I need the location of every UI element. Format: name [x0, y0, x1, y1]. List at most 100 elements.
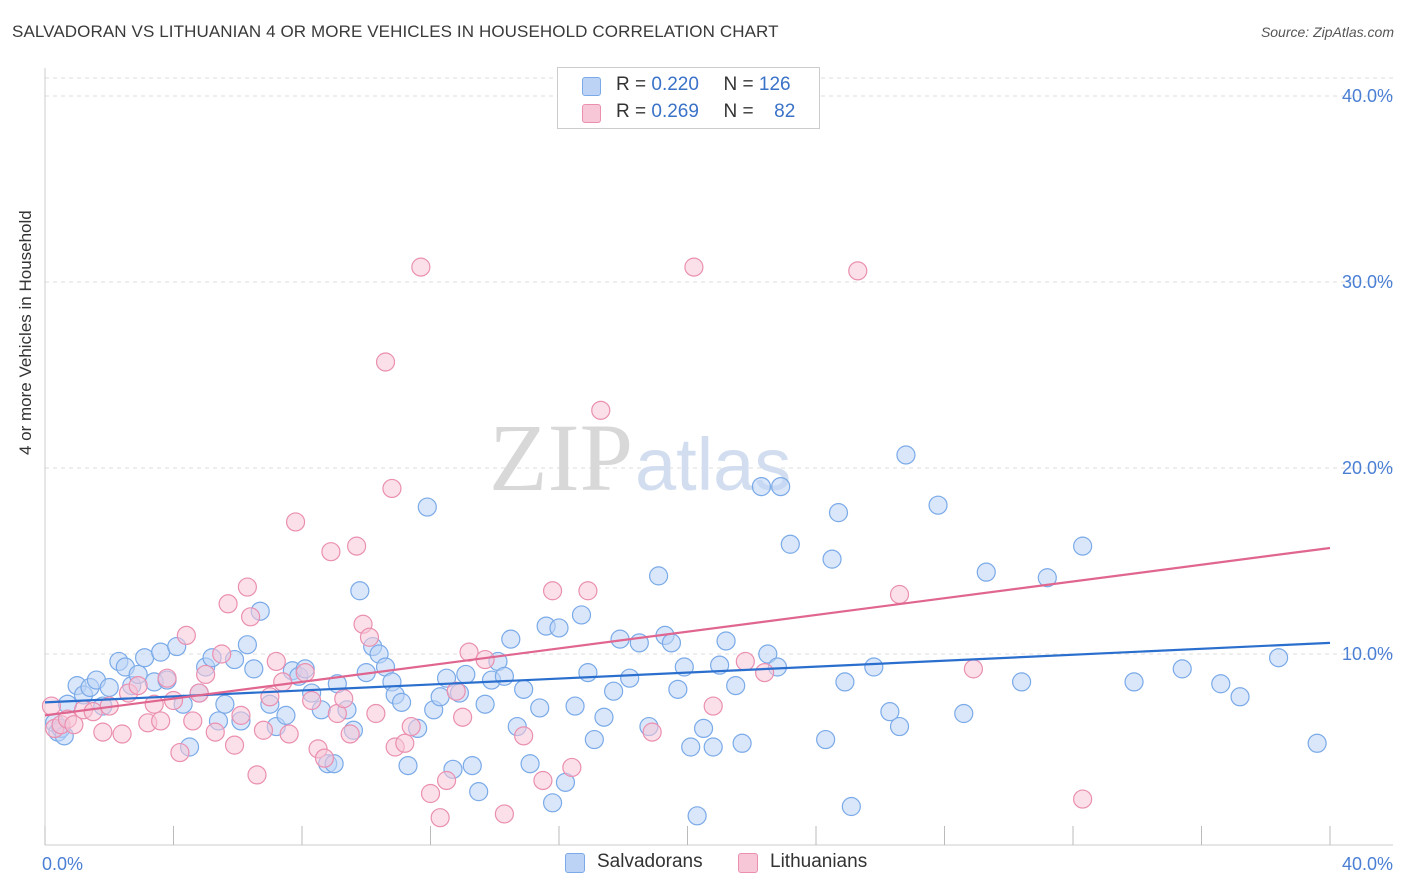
salvadoran-point: [151, 642, 171, 662]
tick-labels: 10.0% 20.0% 30.0% 40.0% 0.0% 40.0%: [42, 86, 1393, 874]
x-tick-label: 40.0%: [1342, 854, 1393, 874]
salvadoran-point: [693, 718, 714, 739]
salvadoran-point: [350, 581, 370, 601]
lithuanian-trend-line: [44, 546, 1331, 717]
salvadoran-point: [864, 657, 884, 677]
lithuanian-point: [420, 783, 441, 804]
salvadoran-point: [620, 668, 640, 688]
salvadoran-point: [494, 666, 514, 686]
salvadoran-point: [134, 648, 155, 668]
lithuanians-points: [41, 257, 1093, 828]
salvadoran-point: [99, 677, 119, 698]
salvadoran-point: [1011, 672, 1032, 692]
salvadoran-point: [896, 445, 916, 465]
lithuanian-point: [334, 689, 354, 709]
salvadoran-point: [1124, 672, 1144, 692]
lithuanian-point: [340, 724, 360, 744]
lithuanian-point: [1073, 789, 1093, 809]
salvadoran-point: [822, 549, 842, 569]
y-tick-label: 30.0%: [1342, 272, 1393, 292]
salvadoran-point: [758, 644, 778, 664]
lithuanian-point: [196, 664, 216, 685]
grid-lines: [45, 77, 1393, 655]
salvadoran-point: [584, 729, 604, 750]
salvadoran-point: [1073, 536, 1093, 556]
lithuanian-point: [542, 581, 563, 601]
lithuanian-point: [266, 651, 286, 672]
watermark: ZIP atlas: [489, 404, 791, 511]
lithuanian-point: [735, 651, 755, 672]
lithuanian-point: [375, 352, 396, 372]
salvadoran-point: [549, 618, 569, 638]
lithuanian-point: [453, 707, 473, 727]
salvadoran-point: [841, 796, 861, 817]
salvadoran-point: [732, 733, 752, 753]
salvadoran-point: [398, 755, 418, 776]
salvadoran-point: [456, 664, 476, 685]
legend-r-value: 0.220: [651, 74, 699, 95]
lithuanian-point: [41, 696, 62, 716]
lithuanian-point: [273, 672, 293, 692]
lithuanian-point: [241, 607, 261, 627]
legend-n-label: N =: [723, 101, 754, 122]
salvadoran-point: [1037, 568, 1057, 588]
lithuanian-point: [205, 722, 225, 742]
bottom-legend-label: Salvadorans: [597, 851, 703, 872]
legend-r-label: R =: [616, 74, 647, 95]
legend-r-label: R =: [616, 101, 647, 122]
lithuanian-point: [93, 722, 113, 742]
lithuanian-point: [224, 735, 245, 755]
lithuanian-point: [430, 808, 450, 828]
chart-title: SALVADORAN VS LITHUANIAN 4 OR MORE VEHIC…: [12, 22, 779, 41]
legend-n-label: N =: [723, 74, 754, 95]
lithuanian-point: [494, 804, 514, 824]
salvadoran-point: [578, 662, 598, 683]
lithuanian-point: [642, 722, 662, 742]
lithuanian-point: [395, 733, 415, 753]
trend-lines: [44, 546, 1331, 717]
salvadoran-point: [604, 681, 624, 701]
salvadoran-point: [391, 692, 412, 712]
lithuanian-point: [401, 716, 421, 737]
y-tick-label: 10.0%: [1342, 644, 1393, 664]
lithuanian-point: [411, 257, 431, 277]
salvadoran-point: [565, 696, 585, 716]
lithuanian-point: [963, 659, 984, 679]
lithuanian-point: [314, 748, 335, 768]
salvadoran-point: [780, 534, 800, 554]
legend: R = 0.220 N = 126 R = 0.269 N = 82: [557, 67, 820, 129]
salvadoran-point: [889, 716, 910, 737]
salvadoran-point: [542, 793, 563, 813]
lithuanian-point: [347, 536, 367, 556]
bottom-legend-label: Lithuanians: [770, 851, 868, 872]
lithuanian-point: [684, 257, 704, 277]
salvadoran-point: [710, 655, 730, 675]
lithuanian-point: [436, 770, 457, 791]
bottom-legend-swatch-blue: [565, 853, 585, 873]
salvadoran-point: [835, 672, 855, 692]
lithuanian-point: [176, 625, 196, 646]
x-tick-label: 0.0%: [42, 854, 83, 874]
salvadoran-point: [816, 729, 836, 750]
lithuanian-point: [285, 512, 306, 532]
salvadoran-trend-line: [44, 641, 1331, 704]
legend-swatch-pink: [582, 104, 601, 123]
lithuanian-point: [247, 765, 267, 785]
salvadoran-point: [1211, 674, 1231, 694]
lithuanian-point: [128, 676, 148, 696]
lithuanian-point: [562, 757, 582, 778]
lithuanian-point: [189, 683, 209, 703]
lithuanian-point: [754, 662, 775, 683]
legend-r-value: 0.269: [651, 101, 699, 122]
lithuanian-point: [253, 720, 274, 740]
salvadoran-point: [520, 754, 540, 774]
lithuanian-point: [889, 584, 910, 605]
lithuanian-point: [260, 687, 280, 707]
lithuanian-point: [591, 400, 611, 420]
salvadoran-point: [571, 605, 592, 625]
salvadoran-point: [726, 676, 746, 696]
salvadoran-point: [976, 562, 996, 582]
salvadoran-point: [668, 679, 688, 699]
axes: [44, 68, 1393, 846]
lithuanian-point: [302, 690, 322, 711]
